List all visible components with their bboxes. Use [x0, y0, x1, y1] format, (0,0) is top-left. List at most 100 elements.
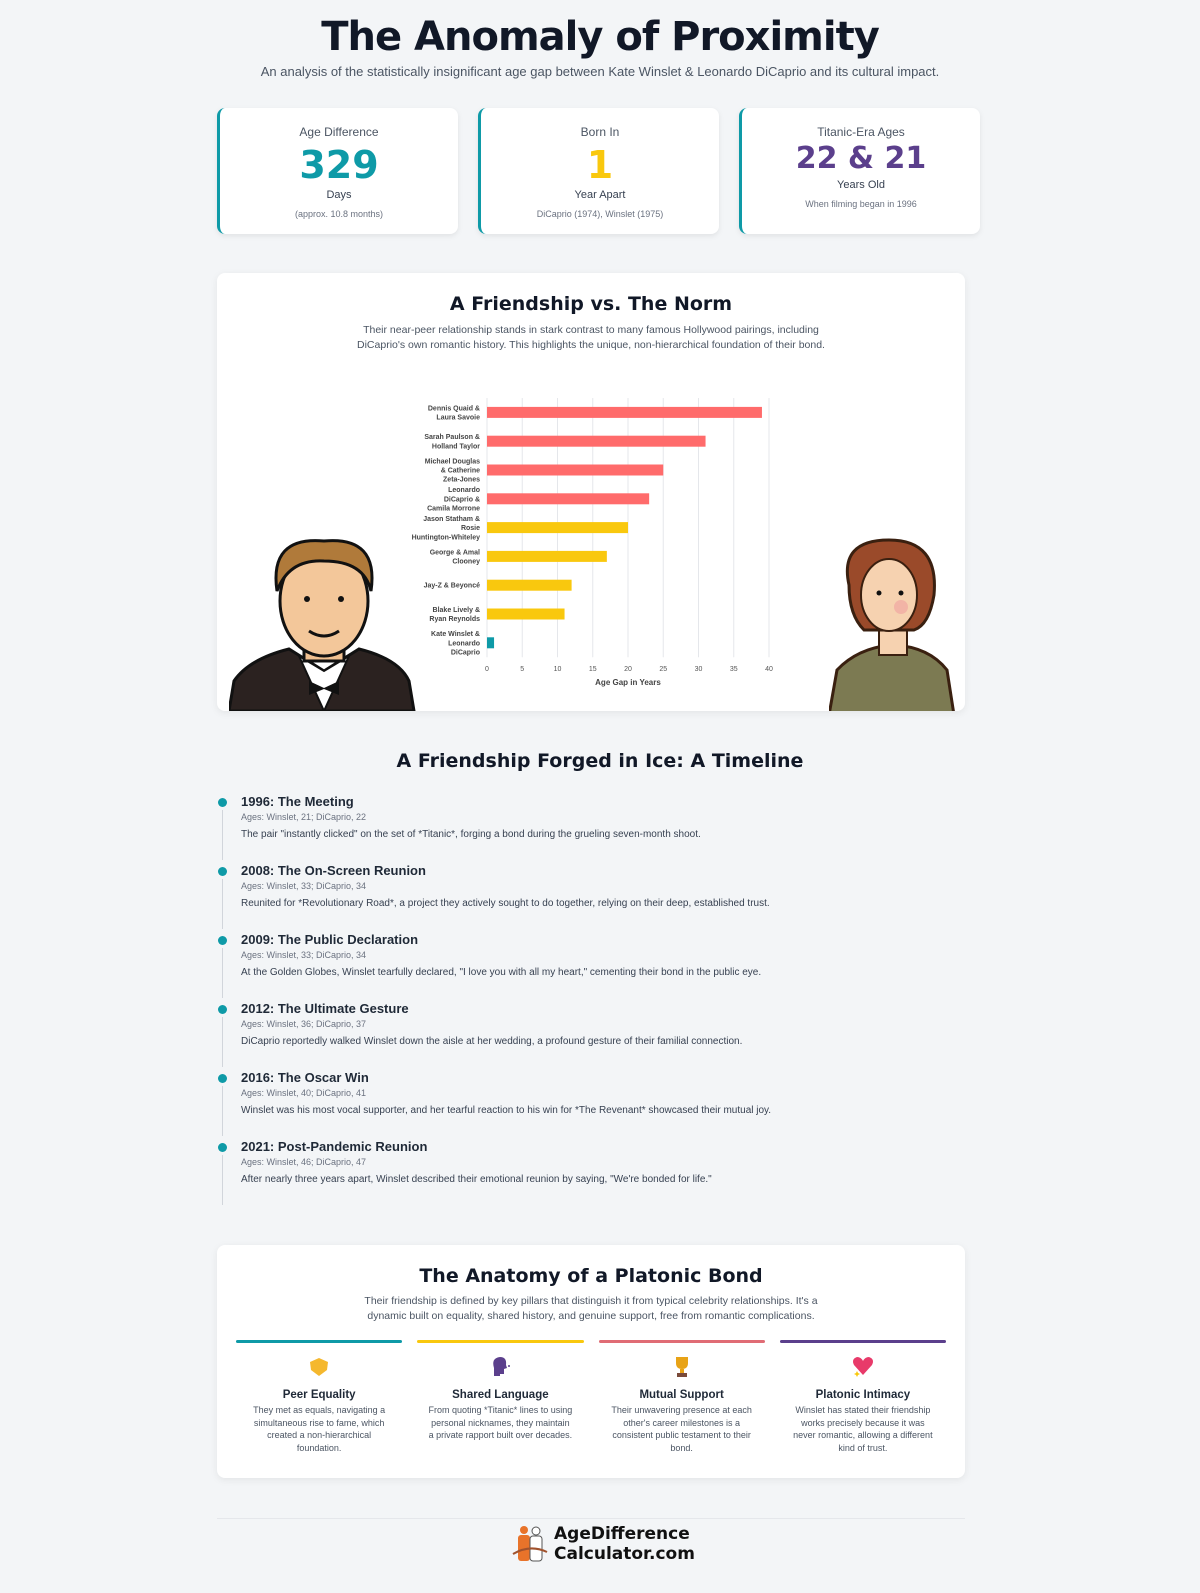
- x-tick-label: 25: [659, 666, 667, 673]
- stat-unit: Year Apart: [574, 189, 626, 201]
- pillar-title: Shared Language: [452, 1389, 549, 1401]
- comparison-title: A Friendship vs. The Norm: [449, 293, 733, 315]
- pillar-peer-equality: Peer Equality They met as equals, naviga…: [236, 1340, 403, 1454]
- category-label: Jason Statham &: [423, 516, 480, 523]
- category-label: Michael Douglas: [425, 458, 480, 465]
- timeline-item-title: 1996: The Meeting: [241, 794, 354, 809]
- bar: [487, 493, 650, 505]
- stat-unit: Years Old: [837, 179, 885, 191]
- category-label: Huntington-Whiteley: [412, 534, 481, 541]
- pillar-mutual-support: Mutual Support Their unwavering presence…: [598, 1340, 765, 1454]
- category-label: Blake Lively &: [433, 607, 480, 614]
- x-tick-label: 35: [730, 666, 738, 673]
- timeline-dot: [218, 1074, 227, 1083]
- category-label: Camila Morrone: [427, 506, 480, 513]
- speaking-head-icon: [493, 1357, 511, 1376]
- stat-card-age-difference: Age Difference 329 Days (approx. 10.8 mo…: [217, 108, 458, 234]
- pillar-description: They met as equals, navigating a simulta…: [253, 1405, 386, 1453]
- pillar-accent-bar: [417, 1340, 584, 1343]
- timeline-dot: [218, 798, 227, 807]
- handshake-icon: [310, 1358, 329, 1376]
- x-axis-label: Age Gap in Years: [595, 678, 661, 687]
- x-tick-label: 0: [485, 666, 489, 673]
- category-label: Laura Savoie: [436, 415, 480, 422]
- category-label: Clooney: [452, 559, 480, 566]
- category-label: Holland Taylor: [432, 443, 480, 450]
- pillar-title: Mutual Support: [639, 1389, 724, 1401]
- anatomy-card: The Anatomy of a Platonic Bond Their fri…: [217, 1245, 965, 1478]
- anatomy-description: Their friendship is defined by key pilla…: [364, 1295, 818, 1322]
- x-tick-label: 10: [554, 666, 562, 673]
- timeline-item-ages: Ages: Winslet, 40; DiCaprio, 41: [241, 1088, 367, 1098]
- stat-unit: Days: [326, 189, 352, 201]
- timeline-item-title: 2009: The Public Declaration: [241, 932, 419, 947]
- pillars: Peer Equality They met as equals, naviga…: [236, 1340, 946, 1454]
- bar: [487, 579, 572, 591]
- logo-line-1: AgeDifference: [554, 1524, 690, 1544]
- sparkling-heart-icon: [852, 1357, 873, 1377]
- pillar-description: From quoting *Titanic* lines to using pe…: [428, 1405, 573, 1440]
- stat-value: 329: [299, 143, 379, 187]
- timeline-dot: [218, 1005, 227, 1014]
- stat-card-titanic-ages: Titanic-Era Ages 22 & 21 Years Old When …: [739, 108, 980, 234]
- timeline-item-description: Winslet was his most vocal supporter, an…: [241, 1105, 772, 1116]
- timeline-item-title: 2016: The Oscar Win: [241, 1070, 369, 1085]
- anatomy-title: The Anatomy of a Platonic Bond: [419, 1265, 763, 1287]
- stat-label: Born In: [580, 125, 620, 139]
- page-title: The Anomaly of Proximity: [321, 14, 880, 60]
- timeline-item-title: 2012: The Ultimate Gesture: [241, 1001, 409, 1016]
- timeline-item-title: 2008: The On-Screen Reunion: [241, 863, 426, 878]
- timeline-connector: [222, 948, 223, 998]
- timeline-connector: [222, 810, 223, 860]
- bar: [487, 550, 607, 562]
- category-label: & Catherine: [441, 468, 480, 475]
- stat-card-born-in: Born In 1 Year Apart DiCaprio (1974), Wi…: [478, 108, 719, 234]
- category-label: Kate Winslet &: [431, 631, 480, 638]
- site-logo[interactable]: AgeDifference Calculator.com: [512, 1524, 695, 1564]
- timeline-connector: [222, 1155, 223, 1205]
- footer-divider: [217, 1518, 965, 1519]
- comparison-card: A Friendship vs. The Norm Their near-pee…: [217, 273, 965, 711]
- pillar-accent-bar: [598, 1340, 765, 1343]
- x-tick-label: 40: [765, 666, 773, 673]
- category-label: Dennis Quaid &: [428, 405, 480, 412]
- bar: [487, 637, 495, 649]
- leonardo-illustration: [229, 539, 416, 711]
- kate-illustration: [829, 538, 955, 711]
- bar: [487, 464, 664, 476]
- category-label: Zeta-Jones: [443, 477, 480, 484]
- stat-value: 22 & 21: [795, 141, 927, 176]
- stats-row: Age Difference 329 Days (approx. 10.8 mo…: [217, 108, 980, 234]
- timeline-item-title: 2021: Post-Pandemic Reunion: [241, 1139, 428, 1154]
- timeline-item-description: At the Golden Globes, Winslet tearfully …: [241, 967, 762, 978]
- age-gap-bar-chart: 0 5 10 15 20 25 30 35 40 Dennis Quaid & Laura Savo…: [412, 398, 773, 687]
- logo-line-2: Calculator.com: [554, 1544, 695, 1564]
- timeline-dot: [218, 867, 227, 876]
- timeline-item-ages: Ages: Winslet, 33; DiCaprio, 34: [241, 950, 367, 960]
- timeline-title: A Friendship Forged in Ice: A Timeline: [396, 750, 804, 772]
- timeline-item-ages: Ages: Winslet, 46; DiCaprio, 47: [241, 1157, 367, 1167]
- stat-label: Age Difference: [299, 125, 379, 139]
- category-label: Leonardo: [448, 487, 480, 494]
- comparison-description: Their near-peer relationship stands in s…: [357, 324, 825, 351]
- x-tick-label: 5: [520, 666, 524, 673]
- category-label: Leonardo: [448, 640, 480, 647]
- x-tick-label: 30: [695, 666, 703, 673]
- category-label: Jay-Z & Beyoncé: [424, 583, 481, 590]
- category-label: Rosie: [461, 525, 480, 532]
- bar: [487, 608, 565, 620]
- bar: [487, 406, 762, 418]
- stat-note: When filming began in 1996: [805, 199, 917, 209]
- timeline-item-description: The pair "instantly clicked" on the set …: [241, 829, 701, 840]
- stat-note: (approx. 10.8 months): [294, 209, 384, 219]
- timeline-connector: [222, 1017, 223, 1067]
- x-tick-label: 15: [589, 666, 597, 673]
- bar: [487, 522, 628, 534]
- timeline-dot: [218, 1143, 227, 1152]
- pillar-title: Peer Equality: [282, 1389, 356, 1401]
- timeline-item-description: After nearly three years apart, Winslet …: [241, 1174, 712, 1185]
- pillar-title: Platonic Intimacy: [815, 1389, 911, 1401]
- category-label: DiCaprio: [451, 650, 480, 657]
- trophy-icon: [675, 1357, 688, 1377]
- stat-note: DiCaprio (1974), Winslet (1975): [536, 209, 664, 219]
